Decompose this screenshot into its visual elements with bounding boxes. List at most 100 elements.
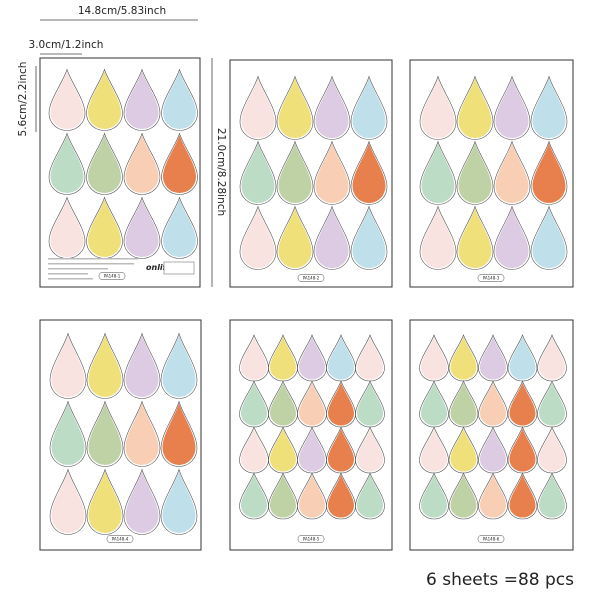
drop-sticker [539, 428, 565, 472]
drop-sticker [458, 143, 492, 203]
sheet-code: PA148-5 [303, 537, 320, 542]
drop-sticker [88, 135, 121, 193]
drop-sticker [88, 199, 121, 257]
drop-sticker [241, 382, 267, 426]
drop-sticker [125, 335, 159, 397]
drop-sticker [162, 403, 196, 465]
drop-sticker [539, 336, 565, 380]
drop-sticker [299, 428, 325, 472]
drop-sticker [50, 71, 84, 129]
drop-sticker [509, 428, 536, 472]
drop-sticker [315, 143, 349, 203]
drop-sticker [88, 335, 122, 397]
drop-sticker [421, 382, 447, 426]
drop-sticker [163, 199, 196, 257]
drop-sticker [532, 208, 566, 268]
code-tag [98, 272, 126, 280]
drop-sticker [495, 208, 529, 268]
drop-sticker [241, 78, 275, 138]
drop-sticker [532, 143, 566, 203]
drop-sticker [357, 336, 383, 380]
sheets: PA148-1 PA148-2 PA148-3 PA148-4 PA148-5 PA148… [39, 57, 574, 551]
drop-sticker [328, 474, 354, 518]
drop-sticker [241, 208, 275, 268]
code-tag [477, 274, 505, 282]
drop-sticker [480, 336, 506, 380]
brand: onlife [146, 263, 172, 272]
sticker-sheet: PA148-1 [39, 57, 201, 288]
drop-sticker [357, 474, 383, 518]
drop-sticker [50, 135, 84, 193]
drop-sticker [328, 336, 354, 380]
drop-sticker [299, 382, 325, 426]
drop-sticker [315, 208, 349, 268]
fine-print-line [48, 278, 93, 280]
drop-sticker [352, 208, 386, 268]
drop-sticker [480, 382, 506, 426]
code-tag [106, 535, 134, 543]
drop-sticker [299, 474, 325, 518]
drop-sticker [270, 428, 296, 472]
drop-sticker [532, 78, 566, 138]
drop-sticker [328, 382, 354, 426]
drop-sticker [539, 474, 565, 518]
drop-sticker [421, 78, 455, 138]
sticker-sheet: PA148-5 [229, 319, 393, 551]
drop-sticker [450, 336, 477, 380]
drop-sticker [509, 382, 536, 426]
drop-sticker [51, 471, 85, 533]
drop-sticker [480, 428, 506, 472]
sheet-code: PA148-1 [104, 274, 121, 279]
drop-sticker [278, 143, 312, 203]
drop-sticker [421, 208, 455, 268]
code-tag [297, 274, 325, 282]
drop-sticker [125, 135, 159, 193]
sheet-code: PA148-3 [483, 276, 500, 281]
dimension-lines [35, 19, 213, 287]
sticker-sheet: PA148-6 [409, 319, 574, 551]
sticker-sheet: PA148-4 [39, 319, 202, 551]
drop-sticker [125, 403, 159, 465]
drop-width-label: 3.0cm/1.2inch [29, 39, 104, 51]
drop-sticker [458, 208, 492, 268]
drop-sticker [328, 428, 354, 472]
barcode [163, 261, 195, 275]
drop-sticker [352, 78, 386, 138]
drop-sticker [421, 143, 455, 203]
fine-print [48, 258, 138, 280]
drop-sticker [458, 78, 492, 138]
drop-sticker [278, 78, 312, 138]
fine-print-line [48, 263, 134, 265]
drop-sticker [125, 199, 159, 257]
sheet-height-label: 21.0cm/8.28inch [215, 128, 227, 216]
drop-sticker [88, 403, 122, 465]
drop-sticker [421, 336, 447, 380]
drop-sticker [162, 471, 196, 533]
drop-sticker [162, 335, 196, 397]
drop-sticker [163, 135, 196, 193]
drop-sticker [357, 428, 383, 472]
code-tag [477, 535, 505, 543]
sheet-code: PA148-2 [303, 276, 320, 281]
sticker-sheet: PA148-3 [409, 59, 574, 288]
drop-sticker [270, 474, 296, 518]
drop-sticker [125, 471, 159, 533]
sheet-width-label: 14.8cm/5.83inch [78, 5, 166, 17]
drop-sticker [352, 143, 386, 203]
drop-sticker [480, 474, 506, 518]
drop-sticker [495, 78, 529, 138]
drop-sticker [421, 474, 447, 518]
drop-sticker [88, 471, 122, 533]
drop-sticker [88, 71, 121, 129]
summary: 6 sheets =88 pcs [426, 570, 574, 590]
code-tag [297, 535, 325, 543]
drop-sticker [539, 382, 565, 426]
drop-sticker [495, 143, 529, 203]
drop-sticker [51, 335, 85, 397]
drop-sticker [270, 336, 296, 380]
drop-sticker [450, 474, 477, 518]
sheet-code: PA148-4 [112, 537, 129, 542]
fine-print-line [48, 273, 88, 275]
sheet-code: PA148-6 [483, 537, 500, 542]
